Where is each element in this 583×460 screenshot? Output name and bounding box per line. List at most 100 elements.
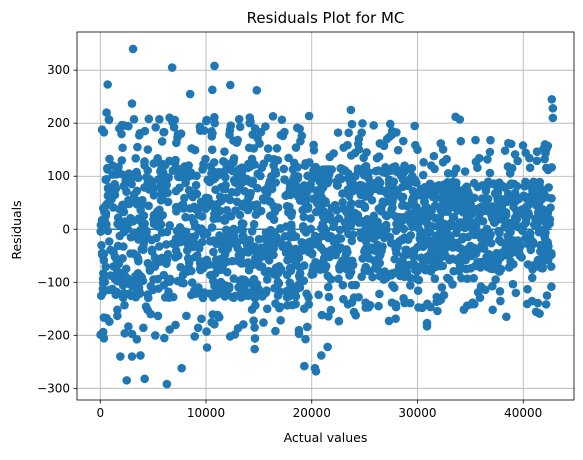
data-point	[281, 248, 291, 258]
outlier-point	[127, 352, 137, 361]
data-point	[249, 316, 258, 325]
data-point	[345, 263, 355, 273]
data-point	[359, 170, 369, 180]
data-point	[259, 318, 268, 327]
data-point	[297, 244, 306, 254]
data-point	[373, 166, 383, 175]
data-point	[254, 234, 264, 244]
data-point	[362, 214, 372, 224]
data-point	[343, 247, 352, 257]
data-point	[154, 157, 163, 167]
data-point	[304, 111, 314, 121]
x-tick-label: 30000	[398, 406, 436, 420]
outlier-point	[323, 342, 332, 352]
data-point	[469, 178, 479, 188]
data-point	[334, 316, 344, 326]
data-point	[139, 242, 148, 251]
data-point	[202, 327, 211, 336]
data-point	[160, 333, 169, 343]
data-point	[408, 193, 418, 203]
data-point	[307, 174, 317, 184]
data-point	[474, 229, 483, 239]
data-point	[129, 229, 139, 238]
data-point	[289, 158, 299, 168]
data-point	[419, 158, 428, 167]
data-point	[460, 167, 470, 176]
outlier-point	[455, 115, 465, 124]
data-point	[421, 188, 430, 198]
data-point	[423, 299, 432, 309]
data-point	[336, 243, 346, 252]
data-point	[454, 266, 464, 276]
outlier-point	[140, 374, 149, 384]
data-point	[483, 194, 493, 204]
data-point	[443, 169, 453, 178]
data-point	[448, 243, 458, 252]
data-point	[521, 148, 531, 158]
data-point	[210, 167, 220, 177]
data-point	[477, 194, 487, 203]
data-point	[507, 240, 516, 250]
data-point	[283, 240, 293, 250]
data-point	[494, 184, 503, 193]
data-point	[225, 125, 235, 135]
data-point	[143, 145, 153, 154]
data-point	[473, 163, 482, 173]
data-point	[418, 253, 427, 263]
data-point	[262, 275, 272, 284]
data-point	[495, 228, 504, 238]
data-point	[128, 217, 138, 226]
data-point	[346, 202, 355, 212]
data-point	[143, 293, 153, 303]
data-point	[246, 117, 255, 127]
data-point	[367, 195, 377, 205]
data-point	[165, 274, 175, 284]
data-point	[466, 195, 475, 204]
data-point	[413, 218, 423, 228]
data-point	[386, 197, 396, 207]
data-point	[209, 158, 219, 167]
data-point	[119, 171, 129, 180]
data-point	[237, 258, 247, 268]
data-point	[233, 135, 242, 145]
data-point	[547, 282, 556, 292]
data-point	[507, 163, 517, 173]
data-point	[516, 241, 526, 250]
data-point	[547, 163, 557, 172]
data-point	[187, 278, 197, 287]
data-point	[358, 254, 367, 263]
data-point	[277, 115, 287, 125]
data-point	[508, 221, 518, 230]
data-point	[171, 234, 181, 243]
data-point	[162, 240, 171, 249]
data-point	[426, 267, 436, 276]
data-point	[546, 203, 555, 213]
data-point	[429, 151, 439, 161]
data-point	[310, 231, 320, 241]
data-point	[416, 229, 425, 239]
data-point	[452, 187, 461, 196]
data-point	[238, 226, 247, 235]
data-point	[345, 271, 354, 280]
data-point	[397, 193, 406, 202]
data-point	[211, 185, 220, 194]
outlier-point	[547, 95, 557, 104]
data-point	[187, 144, 196, 153]
data-point	[393, 219, 402, 229]
data-point	[220, 184, 230, 194]
data-point	[456, 136, 466, 146]
data-point	[471, 221, 481, 231]
outlier-point	[495, 286, 505, 296]
data-point	[147, 245, 157, 255]
data-point	[326, 231, 336, 241]
data-point	[491, 253, 500, 262]
data-point	[471, 135, 480, 145]
data-point	[463, 274, 472, 283]
data-point	[155, 242, 164, 251]
data-point	[436, 139, 446, 148]
data-point	[374, 182, 384, 192]
outlier-point	[252, 86, 262, 95]
data-point	[541, 223, 551, 233]
data-point	[264, 196, 274, 206]
data-point	[213, 199, 222, 209]
